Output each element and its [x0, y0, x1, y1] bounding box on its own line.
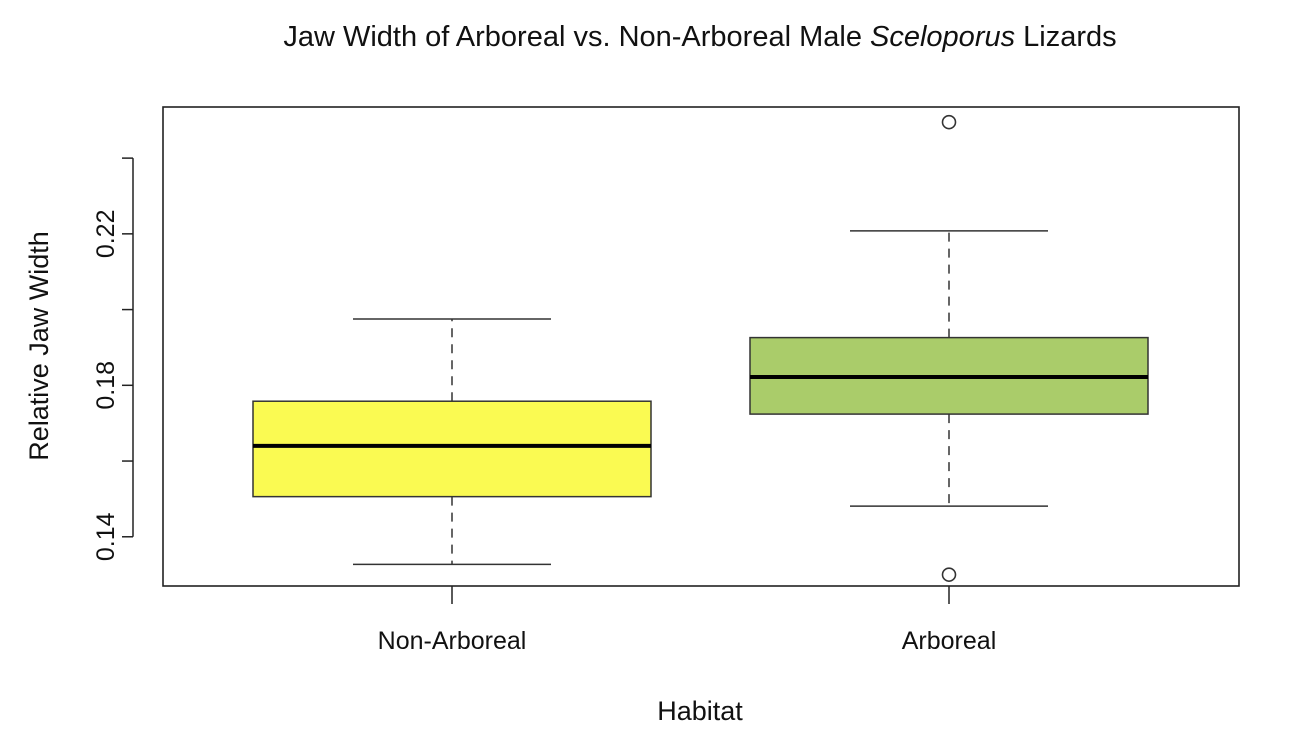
box-1 [252, 318, 652, 566]
iqr-box [252, 400, 652, 498]
y-tick-label: 0.18 [92, 361, 120, 410]
x-tick-label: Non-Arboreal [378, 627, 527, 655]
plot-frame [162, 106, 1240, 587]
y-tick-label: 0.22 [92, 210, 120, 259]
plot-area [252, 114, 1149, 582]
box-2 [749, 114, 1149, 582]
outlier-point [941, 567, 957, 582]
y-axis-label: Relative Jaw Width [24, 231, 54, 461]
chart-title: Jaw Width of Arboreal vs. Non-Arboreal M… [283, 21, 1116, 53]
x-axis-label: Habitat [657, 696, 743, 726]
outlier-point [941, 114, 957, 130]
chart-title-suffix: Lizards [1015, 21, 1117, 53]
y-tick-label: 0.14 [92, 512, 120, 561]
chart-title-prefix: Jaw Width of Arboreal vs. Non-Arboreal M… [283, 21, 870, 53]
x-tick-label: Arboreal [902, 627, 997, 655]
chart-title-italic: Sceloporus [870, 21, 1015, 53]
